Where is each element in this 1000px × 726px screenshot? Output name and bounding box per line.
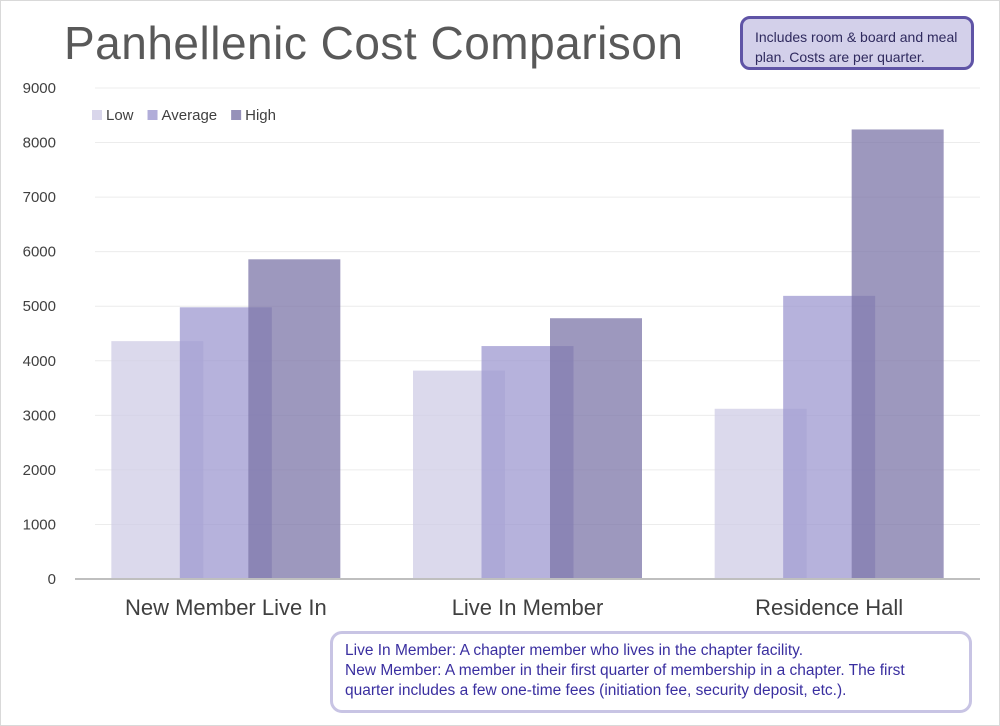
legend-label-average: Average	[162, 107, 218, 124]
y-axis-ticks: 0 1000 2000 3000 4000 5000 6000 7000 8000 9000	[23, 80, 56, 588]
note-new-member-definition: New Member: A member in their first quar…	[345, 662, 905, 699]
x-category-label: Residence Hall	[755, 595, 903, 620]
y-tick-label: 7000	[23, 189, 56, 206]
y-tick-label: 0	[48, 571, 56, 588]
y-tick-label: 8000	[23, 135, 56, 152]
chart-title: Panhellenic Cost Comparison	[64, 17, 684, 69]
y-tick-label: 3000	[23, 407, 56, 424]
legend: Low Average High	[92, 107, 276, 124]
legend-swatch-high	[231, 110, 242, 120]
y-tick-label: 1000	[23, 516, 56, 533]
legend-label-low: Low	[106, 107, 134, 124]
x-category-label: New Member Live In	[125, 595, 327, 620]
y-tick-label: 5000	[23, 298, 56, 315]
bars	[111, 129, 944, 579]
x-category-label: Live In Member	[452, 595, 604, 620]
y-tick-label: 4000	[23, 353, 56, 370]
note-live-in-definition: Live In Member: A chapter member who liv…	[345, 642, 804, 659]
legend-label-high: High	[245, 107, 276, 124]
bar-high-1	[248, 259, 341, 579]
y-tick-label: 2000	[23, 462, 56, 479]
bar-high-2	[550, 318, 642, 579]
bar-high-3	[851, 129, 944, 579]
y-tick-label: 6000	[23, 244, 56, 261]
legend-swatch-average	[147, 110, 158, 120]
note-definitions: Live In Member: A chapter member who liv…	[330, 631, 972, 713]
legend-swatch-low	[92, 110, 102, 120]
x-axis-categories: New Member Live In Live In Member Residenc…	[125, 595, 903, 620]
note-room-board: Includes room & board and meal plan. Cos…	[740, 16, 974, 70]
y-tick-label: 9000	[23, 80, 56, 97]
